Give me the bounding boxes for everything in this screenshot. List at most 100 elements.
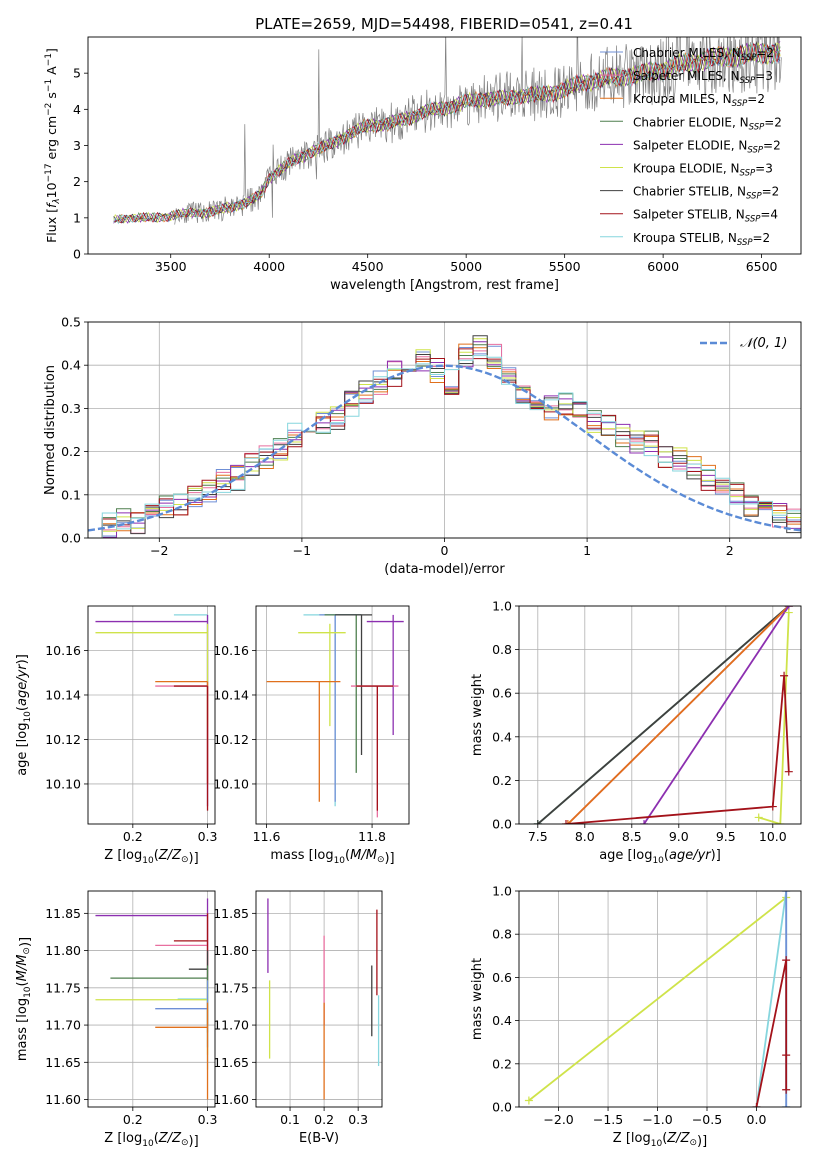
y-tick-label: 10.16	[45, 643, 81, 658]
model-spectrum-kroupa-stelib	[113, 42, 781, 225]
weight-vs-Z-ticks: −2.0 −1.5 −1.0 −0.5 0.0 0.0 0.2 0.4 0.6 0.8 1.0	[492, 884, 802, 1127]
y-tick-label: 11.70	[213, 1018, 249, 1033]
y-axis-label: mass weight	[470, 958, 485, 1040]
x-tick-label: 2	[726, 543, 734, 558]
age-vs-mass-xlabel: mass [log10(M/M⊙)]	[270, 848, 394, 866]
y-tick-label: 0.4	[61, 358, 81, 373]
hist-kroupa-stelib	[88, 355, 801, 538]
weight-vs-age-xlabel: age [log10(age/yr)]	[599, 848, 721, 866]
y-tick-label: 11.85	[213, 906, 249, 921]
weight-vs-age-frame	[518, 605, 802, 825]
x-axis-label: E(B-V)	[299, 1131, 339, 1146]
mass-vs-EBV-ticks: 0.1 0.2 0.3 11.60 11.65 11.70 11.75 11.80 11.85	[213, 890, 383, 1127]
weight-vs-age-ylabel: mass weight	[470, 674, 485, 756]
y-tick-label: 0.2	[492, 773, 512, 788]
y-tick-label: 1.0	[492, 884, 512, 899]
age-vs-Z-errorbars	[95, 614, 209, 811]
legend-label: Salpeter ELODIE, NSSP=2	[633, 138, 781, 155]
y-tick-label: 10.10	[45, 776, 81, 791]
x-tick-label: 11.6	[253, 829, 281, 844]
age-vs-mass-ticks: 11.6 11.8 10.10 10.12 10.14 10.16	[213, 605, 410, 844]
weight-line-salpeter-elodie	[643, 606, 790, 824]
legend-label: Chabrier ELODIE, NSSP=2	[633, 115, 782, 132]
weight-vs-Z-lines	[524, 891, 791, 1107]
weight-line-salpeter-stelib	[565, 675, 790, 824]
y-tick-label: 11.75	[45, 980, 81, 995]
model-spectrum-salpeter-stelib	[113, 43, 781, 224]
x-tick-label: 0.2	[123, 1112, 143, 1127]
x-tick-label: −0.5	[692, 1112, 722, 1127]
y-tick-label: 11.85	[45, 906, 81, 921]
age-vs-Z-frame	[87, 605, 216, 825]
x-tick-label: 9.5	[716, 829, 736, 844]
weight-marker	[780, 671, 789, 680]
y-tick-label: 3	[73, 138, 81, 153]
x-tick-label: 7.5	[528, 829, 548, 844]
residuals-frame	[87, 321, 802, 539]
x-tick-label: 11.8	[358, 829, 386, 844]
x-tick-label: 0.2	[314, 1112, 334, 1127]
x-tick-label: 0	[441, 543, 449, 558]
y-axis-label: mass [log10(M/M⊙)]	[15, 937, 33, 1061]
y-axis-label: age [log10(age/yr)]	[15, 654, 33, 776]
y-tick-label: 0.5	[61, 315, 81, 330]
mass-vs-Z-ticks: 0.2 0.3 11.60 11.65 11.70 11.75 11.80 11.85	[45, 890, 217, 1127]
legend-label: Kroupa MILES, NSSP=2	[633, 92, 765, 109]
age-vs-mass-errorbars	[266, 614, 404, 818]
age-vs-mass-axes	[256, 606, 409, 824]
x-tick-label: 4500	[352, 259, 384, 274]
x-tick-label: 5500	[549, 259, 581, 274]
y-tick-label: 1.0	[492, 599, 512, 614]
weight-vs-Z-frame	[518, 890, 802, 1108]
x-tick-label: 8.0	[575, 829, 595, 844]
mass-vs-Z-xlabel: Z [log10(Z/Z⊙)]	[104, 1131, 198, 1149]
weight-vs-Z-xlabel: Z [log10(Z/Z⊙)]	[613, 1131, 707, 1149]
x-tick-label: −1.5	[593, 1112, 623, 1127]
mass-vs-Z-errorbars	[95, 898, 209, 1100]
legend-label: 𝒩(0, 1)	[740, 336, 787, 351]
x-tick-label: 0.0	[747, 1112, 767, 1127]
weight-line-chabrier-stelib	[537, 606, 790, 824]
weight-line-salpeter-stelib	[755, 959, 788, 1107]
legend-label: Salpeter STELIB, NSSP=4	[633, 208, 778, 225]
mass-vs-Z-frame	[87, 890, 216, 1108]
y-tick-label: 10.12	[213, 732, 249, 747]
y-tick-label: 0.3	[61, 401, 81, 416]
y-tick-label: 0.6	[492, 686, 512, 701]
y-tick-label: 0.6	[492, 970, 512, 985]
weight-marker	[524, 1096, 533, 1105]
model-spectrum-salpeter-elodie	[113, 41, 781, 224]
x-tick-label: −1.0	[642, 1112, 672, 1127]
mass-vs-EBV-frame	[255, 890, 383, 1108]
weight-marker	[640, 820, 649, 824]
weight-marker	[533, 820, 542, 824]
x-axis-label: age [log10(age/yr)]	[599, 848, 721, 866]
x-axis-label: wavelength [Angstrom, rest frame]	[330, 278, 559, 293]
weight-vs-age-lines	[533, 606, 793, 824]
y-tick-label: 0.0	[492, 1100, 512, 1115]
weight-marker	[782, 1085, 791, 1094]
y-tick-label: 0.4	[492, 1013, 512, 1028]
y-tick-label: 0.4	[492, 729, 512, 744]
weight-marker	[752, 1103, 761, 1107]
x-tick-label: 0.1	[280, 1112, 300, 1127]
y-tick-label: 11.65	[45, 1055, 81, 1070]
y-tick-label: 0.8	[492, 642, 512, 657]
x-tick-label: −1	[293, 543, 311, 558]
weight-marker	[784, 767, 793, 776]
x-axis-label: Z [log10(Z/Z⊙)]	[104, 848, 198, 866]
y-tick-label: 11.75	[213, 980, 249, 995]
x-axis-label: mass [log10(M/M⊙)]	[270, 848, 394, 866]
residuals-ylabel: Normed distribution	[43, 365, 58, 495]
weight-line-kroupa-elodie	[528, 896, 787, 1102]
x-tick-label: 8.5	[622, 829, 642, 844]
y-tick-label: 0.8	[492, 927, 512, 942]
y-axis-label: Flux [fλ10−17 erg cm−2 s−1 A−1]	[44, 48, 62, 243]
weight-marker	[782, 1051, 791, 1060]
x-tick-label: 3500	[155, 259, 187, 274]
legend-label: Kroupa STELIB, NSSP=2	[633, 231, 770, 248]
x-tick-label: 6000	[647, 259, 679, 274]
weight-vs-age-ticks: 7.5 8.0 8.5 9.0 9.5 10.0 0.0 0.2 0.4 0.6 0.8 1.0	[492, 599, 802, 844]
x-tick-label: 10.0	[759, 829, 787, 844]
